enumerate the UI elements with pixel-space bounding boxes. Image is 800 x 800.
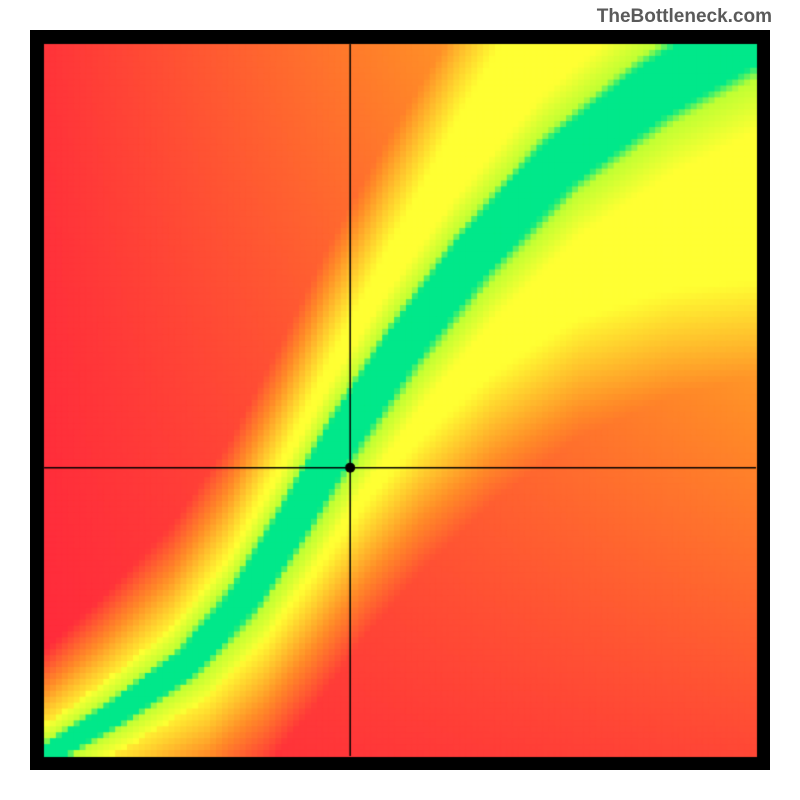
crosshair-overlay (30, 30, 770, 770)
heatmap-plot (30, 30, 770, 770)
attribution-text: TheBottleneck.com (597, 6, 772, 28)
chart-container: TheBottleneck.com (0, 0, 800, 800)
